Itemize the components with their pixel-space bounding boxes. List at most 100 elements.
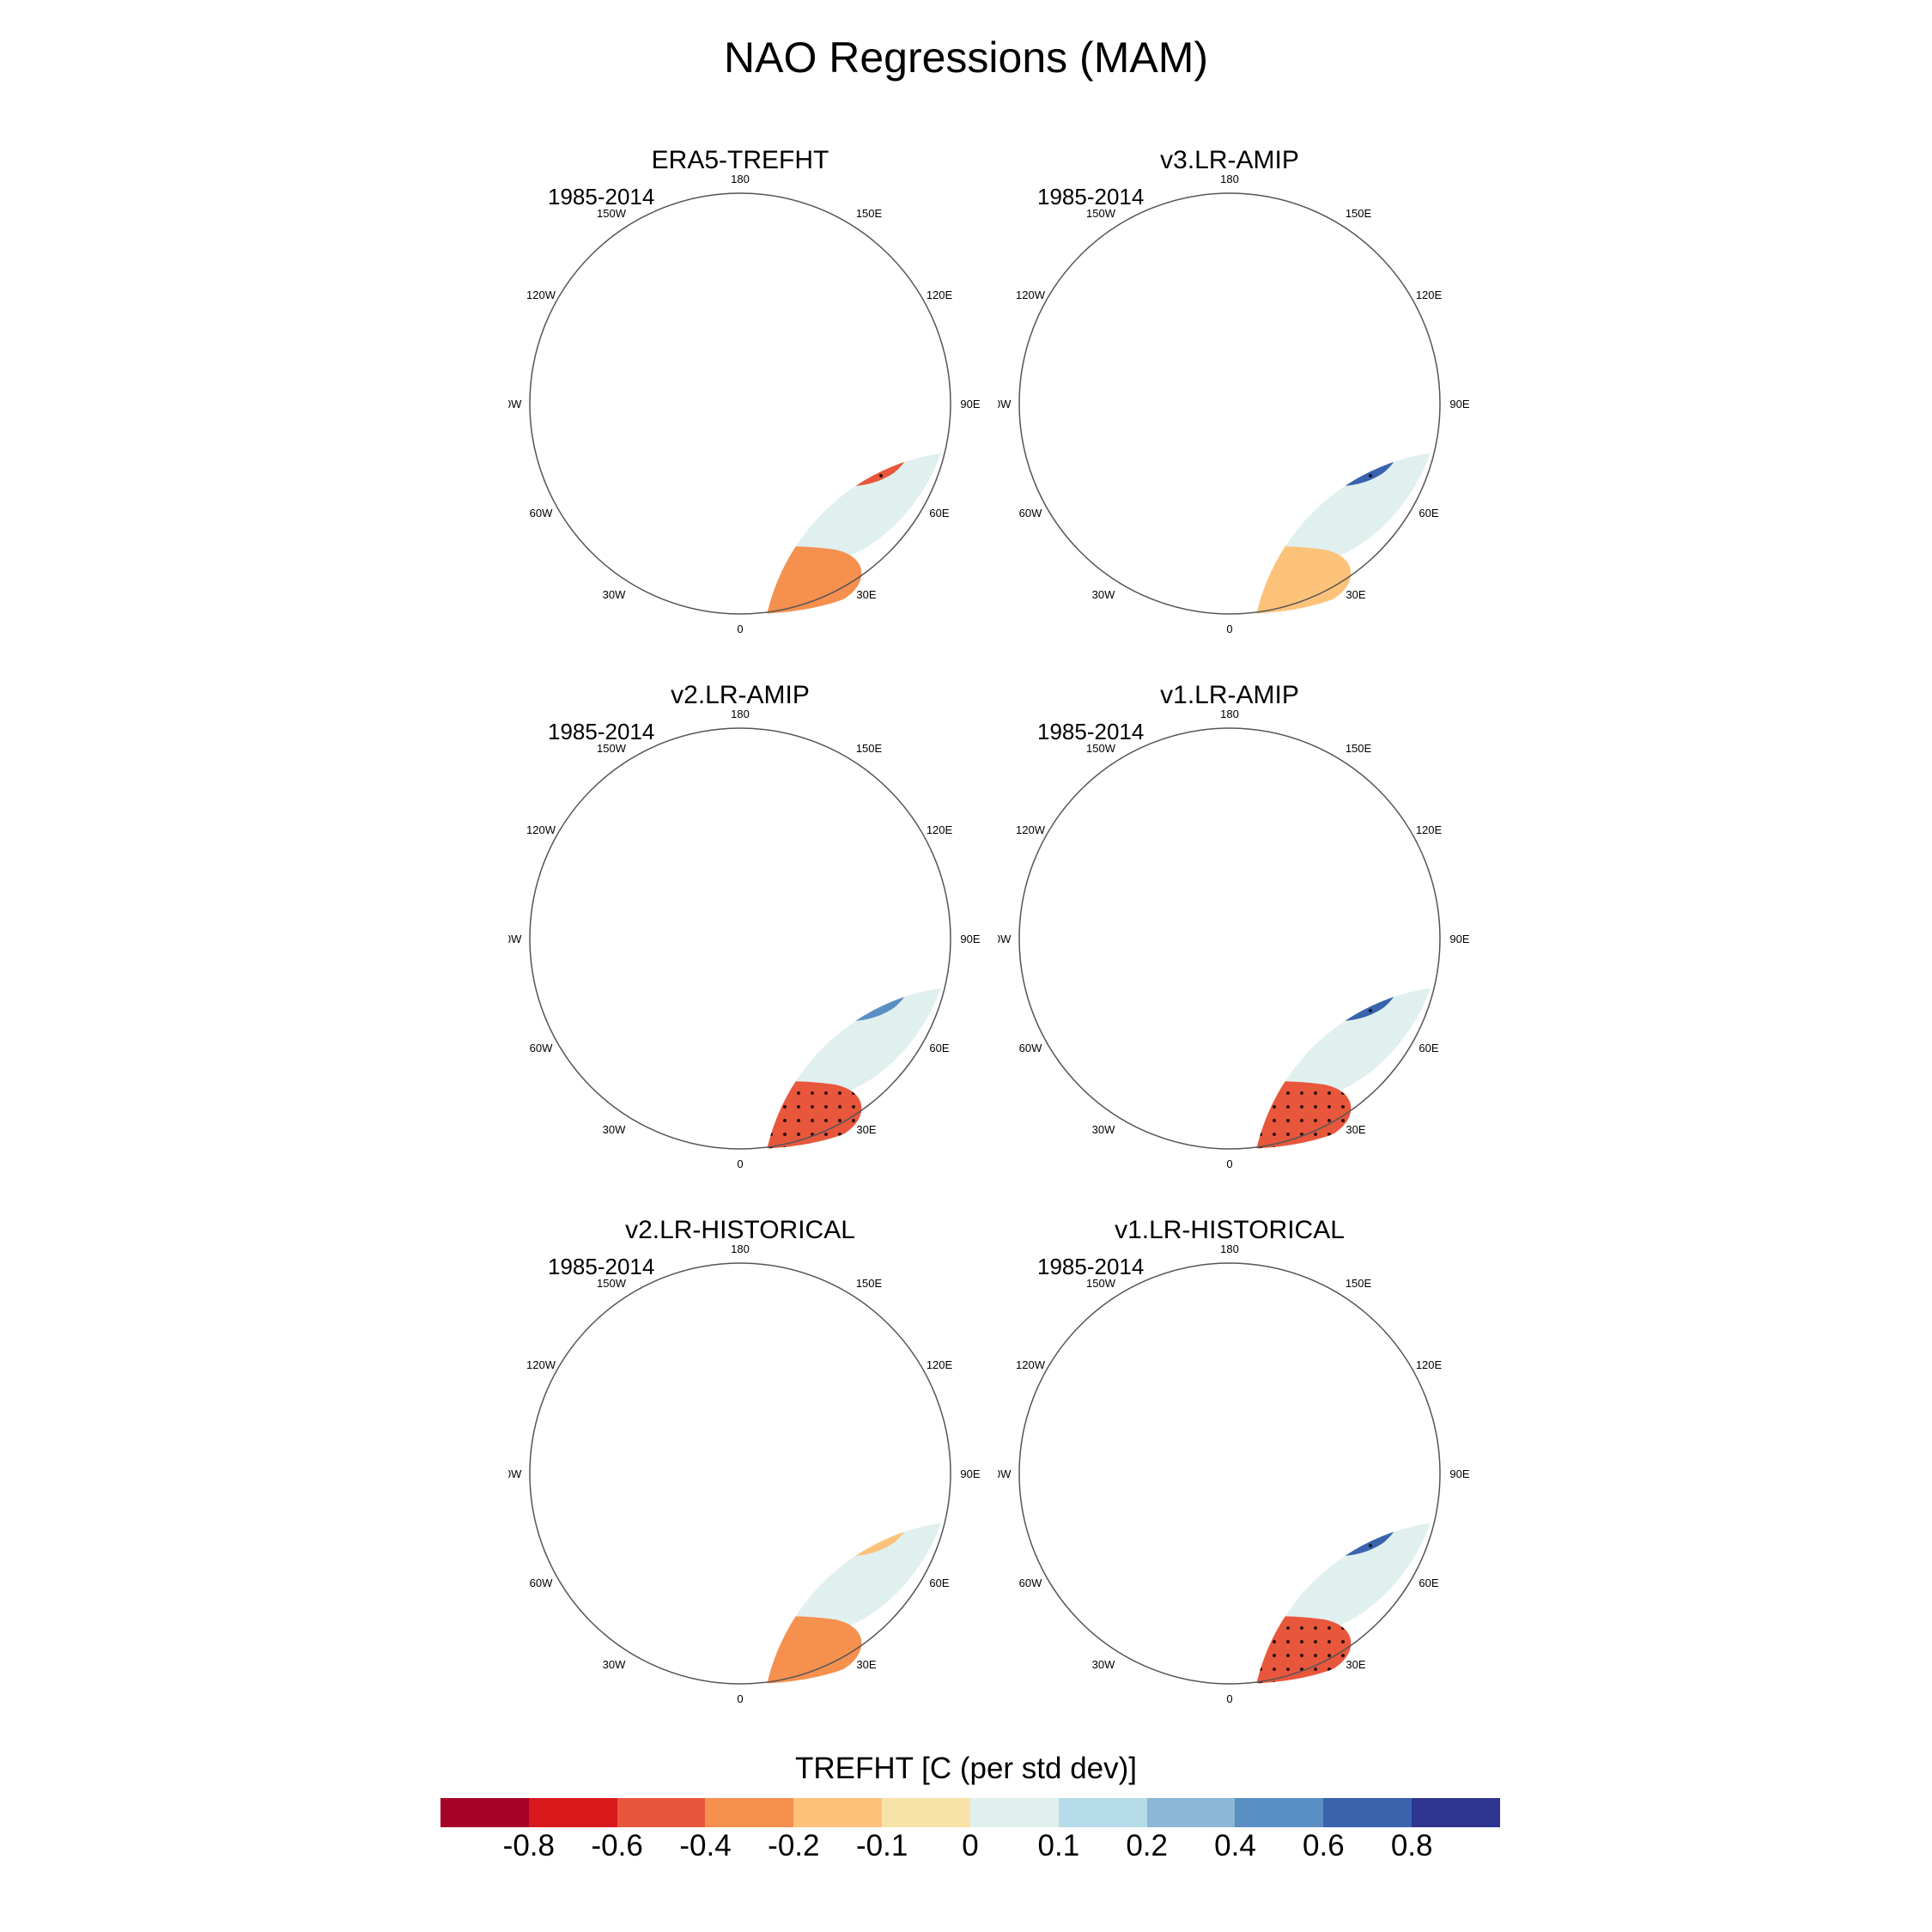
longitude-label: 60W (530, 507, 553, 519)
significance-stipple (784, 451, 920, 486)
longitude-label: 30E (856, 1123, 876, 1136)
map-panel: 180 150W 150E 120W 120E 90W 90E 60W 60E 30W 30E 0 v2… (508, 681, 1075, 1213)
anomaly-region-europe-north (1251, 451, 1278, 513)
panel-title: ERA5-TREFHT (651, 146, 829, 174)
colorbar-swatch (969, 1798, 1059, 1827)
colorbar-tick-label: 0.8 (1390, 1829, 1433, 1862)
arctic-ocean-mask (703, 339, 786, 434)
longitude-label: 0 (1226, 1157, 1232, 1170)
longitude-label: 150W (1086, 207, 1116, 220)
atlantic-ocean-mask (551, 1000, 708, 1127)
polar-map: 180 150W 150E 120W 120E 90W 90E 60W 60E 30W 30E 0 (508, 708, 981, 1170)
significance-stipple (1273, 1521, 1410, 1556)
significance-stipple (635, 361, 724, 466)
longitude-label: 120W (526, 1358, 556, 1371)
colorbar-tick-label: 0.6 (1303, 1829, 1345, 1862)
longitude-label: 30W (1092, 588, 1115, 601)
map-border (529, 192, 951, 615)
atlantic-ocean-mask (1041, 1000, 1197, 1127)
longitude-label: 60W (1019, 1042, 1042, 1054)
longitude-label: 150E (856, 207, 883, 220)
anomaly-region-north-america-west (1022, 307, 1135, 421)
longitude-label: 150E (1346, 1277, 1372, 1290)
longitude-label: 60W (530, 1577, 553, 1589)
colorbar-title: TREFHT [C (per std dev)] (794, 1752, 1138, 1785)
anomaly-region-baffin-greenland (635, 1431, 724, 1536)
map-panel: 180 150W 150E 120W 120E 90W 90E 60W 60E 30W 30E 0 v1… (998, 681, 1564, 1213)
anomaly-region-north-africa (762, 546, 862, 614)
longitude-label: 60E (1419, 507, 1438, 519)
longitude-label: 120W (1016, 1358, 1046, 1371)
longitude-label: 60W (1019, 507, 1042, 519)
map-border (1018, 1262, 1441, 1685)
colorbar-tick-label: -0.2 (768, 1829, 820, 1862)
significance-stipple (762, 1081, 862, 1149)
longitude-label: 60E (929, 1577, 949, 1589)
anomaly-region-north-america-west (1022, 841, 1135, 956)
significance-stipple (762, 1521, 788, 1583)
colorbar-tick-label: -0.8 (502, 1829, 555, 1862)
longitude-label: 120E (927, 823, 953, 836)
longitude-label: 0 (737, 1692, 743, 1705)
longitude-label: 30W (603, 1658, 626, 1671)
polar-map: 180 150W 150E 120W 120E 90W 90E 60W 60E 30W 30E 0 (998, 708, 1470, 1170)
panel-title: v1.LR-AMIP (1160, 681, 1299, 709)
longitude-label: 90W (998, 933, 1012, 945)
colorbar-swatch (528, 1798, 617, 1827)
significance-stipple (635, 896, 724, 1001)
longitude-label: 150W (597, 1277, 627, 1290)
longitude-label: 90E (1449, 933, 1469, 945)
colorbar-swatch (440, 1798, 529, 1827)
significance-stipple (1251, 1081, 1352, 1149)
land-background (762, 451, 951, 561)
panel-period: 1985-2014 (1037, 184, 1145, 210)
longitude-label: 90E (960, 1467, 980, 1480)
panel-period: 1985-2014 (1037, 1254, 1145, 1279)
longitude-label: 90W (508, 398, 522, 410)
colorbar-swatch (1235, 1798, 1324, 1827)
figure-title: NAO Regressions (MAM) (724, 33, 1208, 82)
anomaly-region-baffin-greenland (1124, 896, 1213, 1001)
longitude-label: 60E (1419, 1042, 1438, 1054)
longitude-label: 60W (1019, 1577, 1042, 1589)
longitude-label: 30W (1092, 1123, 1115, 1136)
anomaly-region-europe-north (1251, 1521, 1278, 1583)
land-background (1251, 986, 1441, 1096)
anomaly-region-europe-north (762, 986, 788, 1048)
longitude-label: 90W (998, 398, 1012, 410)
atlantic-ocean-mask (1041, 465, 1197, 592)
atlantic-ocean-mask (551, 1535, 708, 1662)
longitude-label: 60E (929, 507, 949, 519)
polar-map: 180 150W 150E 120W 120E 90W 90E 60W 60E 30W 30E 0 (508, 1242, 981, 1705)
longitude-label: 90E (1449, 1467, 1469, 1480)
colorbar-tick-label: 0.1 (1037, 1829, 1080, 1862)
anomaly-region-baffin-greenland (1124, 1431, 1213, 1536)
longitude-label: 30W (603, 588, 626, 601)
anomaly-region-baffin-greenland (635, 361, 724, 466)
land-background (1251, 1521, 1441, 1631)
longitude-label: 30E (1346, 1658, 1365, 1671)
longitude-label: 60W (530, 1042, 553, 1054)
polar-map: 180 150W 150E 120W 120E 90W 90E 60W 60E 30W 30E 0 (998, 173, 1470, 635)
longitude-label: 90E (960, 933, 980, 945)
panel-title: v2.LR-HISTORICAL (625, 1216, 855, 1244)
arctic-ocean-mask (1193, 1409, 1275, 1504)
panel-period: 1985-2014 (1037, 719, 1145, 744)
significance-stipple (762, 451, 788, 513)
anomaly-region-north-america-west (532, 307, 646, 421)
anomaly-region-siberia (784, 986, 920, 1021)
anomaly-region-north-america-west (532, 1376, 646, 1491)
map-panel: 180 150W 150E 120W 120E 90W 90E 60W 60E 30W 30E 0 v1… (998, 1216, 1564, 1748)
longitude-label: 120W (526, 289, 556, 301)
longitude-label: 150W (1086, 742, 1116, 755)
longitude-label: 150E (856, 1277, 883, 1290)
longitude-label: 180 (1220, 708, 1239, 720)
longitude-label: 90W (508, 933, 522, 945)
anomaly-region-europe-north (762, 451, 788, 513)
significance-stipple (1273, 986, 1410, 1021)
colorbar-tick-label: -0.6 (591, 1829, 643, 1862)
colorbar-tick-label: 0.4 (1214, 1829, 1256, 1862)
map-border (529, 1262, 951, 1685)
anomaly-region-baffin-greenland (635, 896, 724, 1001)
anomaly-region-north-america-west (532, 841, 646, 956)
